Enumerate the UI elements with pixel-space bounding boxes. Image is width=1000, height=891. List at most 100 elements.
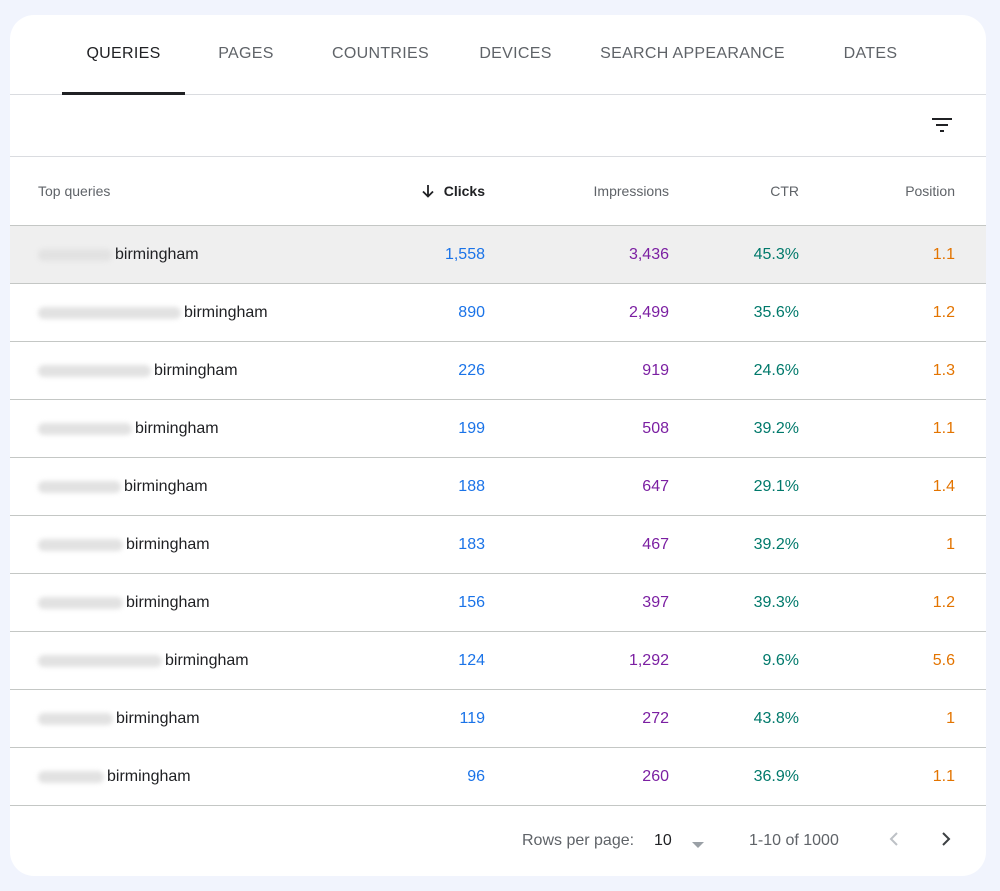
position-value: 5.6	[932, 651, 955, 669]
impressions-value: 3,436	[628, 245, 669, 263]
table-row[interactable]: birmingham 199 508 39.2% 1.1	[10, 400, 986, 458]
clicks-value: 96	[467, 767, 485, 785]
clicks-value: 188	[458, 477, 485, 495]
ctr-value: 39.2%	[753, 535, 799, 553]
query-cell: birmingham	[38, 516, 458, 573]
chevron-left-icon[interactable]	[882, 827, 906, 856]
page-range: 1-10 of 1000	[749, 832, 839, 849]
impressions-value: 272	[642, 709, 669, 727]
clicks-value: 156	[458, 593, 485, 611]
tab-pages[interactable]: PAGES	[218, 44, 274, 62]
ctr-value: 45.3%	[753, 245, 799, 263]
impressions-value: 467	[642, 535, 669, 553]
ctr-value: 24.6%	[753, 361, 799, 379]
position-value: 1	[946, 709, 955, 727]
table-header: Top queries Clicks Impressions CTR Posit…	[10, 156, 986, 226]
query-text: birmingham	[184, 303, 268, 321]
query-text: birmingham	[115, 245, 199, 263]
impressions-value: 397	[642, 593, 669, 611]
table-row[interactable]: birmingham 119 272 43.8% 1	[10, 690, 986, 748]
query-cell: birmingham	[38, 400, 458, 457]
table-row[interactable]: birmingham 156 397 39.3% 1.2	[10, 574, 986, 632]
redacted-text	[38, 654, 162, 667]
ctr-value: 36.9%	[753, 767, 799, 785]
table-row[interactable]: birmingham 890 2,499 35.6% 1.2	[10, 284, 986, 342]
header-impressions[interactable]: Impressions	[593, 182, 669, 199]
query-cell: birmingham	[38, 748, 458, 805]
table-row[interactable]: birmingham 188 647 29.1% 1.4	[10, 458, 986, 516]
clicks-value: 119	[459, 709, 485, 727]
tab-queries[interactable]: QUERIES	[62, 15, 185, 95]
redacted-text	[38, 364, 151, 377]
position-value: 1.1	[932, 245, 955, 263]
chevron-right-icon[interactable]	[934, 827, 958, 856]
position-value: 1.3	[932, 361, 955, 379]
tab-dates[interactable]: DATES	[843, 44, 898, 62]
position-value: 1	[946, 535, 955, 553]
redacted-text	[38, 538, 123, 551]
dropdown-arrow-icon[interactable]	[690, 837, 706, 855]
table-row[interactable]: birmingham 226 919 24.6% 1.3	[10, 342, 986, 400]
redacted-text	[38, 770, 104, 783]
impressions-value: 919	[642, 361, 669, 379]
redacted-text	[38, 248, 112, 261]
impressions-value: 508	[642, 419, 669, 437]
table-row[interactable]: birmingham 124 1,292 9.6% 5.6	[10, 632, 986, 690]
redacted-text	[38, 712, 113, 725]
rows-per-page-select[interactable]: 10	[654, 832, 672, 849]
clicks-value: 890	[458, 303, 485, 321]
header-clicks-label: Clicks	[443, 182, 485, 199]
query-cell: birmingham	[38, 632, 458, 689]
clicks-value: 124	[458, 651, 485, 669]
redacted-text	[38, 480, 121, 493]
clicks-value: 183	[458, 535, 485, 553]
table-toolbar	[10, 94, 986, 157]
ctr-value: 9.6%	[762, 651, 799, 669]
tab-countries[interactable]: COUNTRIES	[332, 44, 429, 62]
header-ctr[interactable]: CTR	[770, 182, 799, 199]
impressions-value: 1,292	[628, 651, 669, 669]
redacted-text	[38, 306, 181, 319]
performance-card: QUERIES PAGES COUNTRIES DEVICES SEARCH A…	[10, 15, 986, 876]
query-text: birmingham	[116, 709, 200, 727]
rows-per-page-label: Rows per page:	[522, 832, 635, 849]
impressions-value: 2,499	[628, 303, 669, 321]
table-row[interactable]: birmingham 183 467 39.2% 1	[10, 516, 986, 574]
ctr-value: 39.2%	[753, 419, 799, 437]
header-position[interactable]: Position	[905, 182, 955, 199]
table-row[interactable]: birmingham 96 260 36.9% 1.1	[10, 748, 986, 806]
filter-button[interactable]	[924, 107, 960, 143]
ctr-value: 39.3%	[753, 593, 799, 611]
impressions-value: 260	[642, 767, 669, 785]
query-text: birmingham	[126, 535, 210, 553]
query-text: birmingham	[154, 361, 238, 379]
position-value: 1.2	[932, 303, 955, 321]
ctr-value: 43.8%	[753, 709, 799, 727]
query-cell: birmingham	[38, 458, 458, 515]
header-clicks[interactable]: Clicks	[370, 156, 485, 225]
pagination-bar: Rows per page: 10 1-10 of 1000	[10, 808, 986, 876]
position-value: 1.1	[932, 419, 955, 437]
query-cell: birmingham	[38, 574, 458, 631]
query-text: birmingham	[135, 419, 219, 437]
filter-icon	[932, 118, 952, 132]
table-row[interactable]: birmingham 1,558 3,436 45.3% 1.1	[10, 226, 986, 284]
query-text: birmingham	[107, 767, 191, 785]
ctr-value: 29.1%	[753, 477, 799, 495]
query-text: birmingham	[165, 651, 249, 669]
impressions-value: 647	[642, 477, 669, 495]
tab-devices[interactable]: DEVICES	[479, 44, 552, 62]
clicks-value: 1,558	[444, 245, 485, 263]
arrow-down-icon	[422, 184, 434, 198]
header-top-queries[interactable]: Top queries	[38, 182, 111, 199]
clicks-value: 226	[458, 361, 485, 379]
tab-search-appearance[interactable]: SEARCH APPEARANCE	[600, 44, 785, 62]
position-value: 1.1	[932, 767, 955, 785]
redacted-text	[38, 422, 132, 435]
position-value: 1.4	[932, 477, 955, 495]
query-cell: birmingham	[38, 226, 458, 283]
query-text: birmingham	[126, 593, 210, 611]
query-cell: birmingham	[38, 690, 458, 747]
position-value: 1.2	[932, 593, 955, 611]
redacted-text	[38, 596, 123, 609]
